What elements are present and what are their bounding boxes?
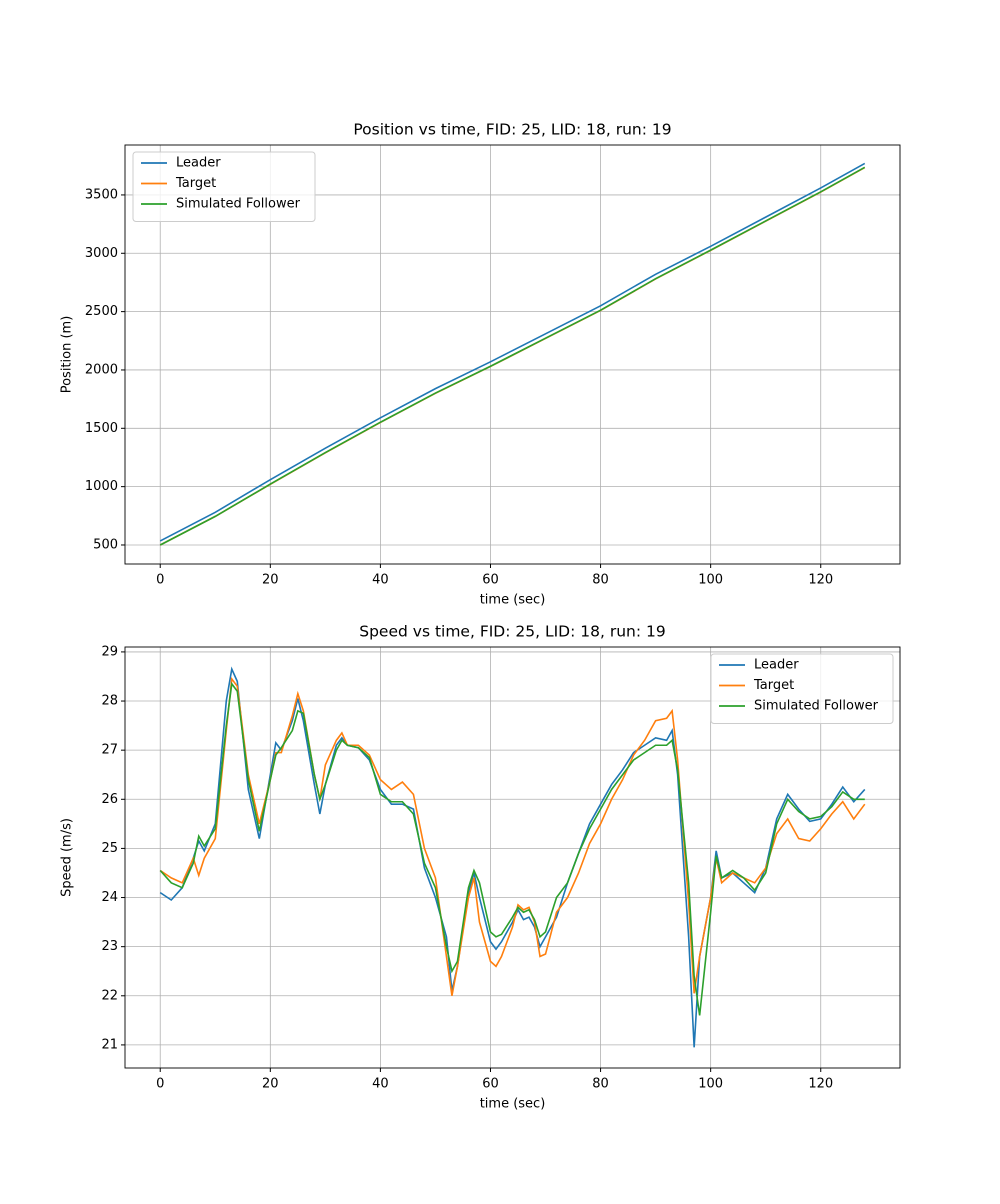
x-tick-label: 60 [482, 573, 499, 588]
y-tick-label: 3000 [85, 246, 118, 261]
chart: 0 20 40 60 80 100 120 21 22 23 24 25 26 27 28 29 Speed v… [60, 623, 901, 1112]
legend-box [132, 151, 316, 222]
line-series [159, 666, 866, 1048]
x-tick-label: 40 [372, 573, 389, 588]
plot-frame [124, 144, 901, 565]
legend-label: Leader [754, 658, 799, 673]
x-tick-label: 0 [156, 1077, 164, 1092]
y-tick-label: 24 [101, 890, 118, 905]
x-tick-label: 60 [482, 1077, 499, 1092]
y-tick-label: 25 [101, 841, 118, 856]
x-tick-label: 100 [698, 573, 723, 588]
y-tick-label: 27 [101, 743, 118, 758]
x-tick-label: 0 [156, 573, 164, 588]
x-tick-label: 40 [372, 1077, 389, 1092]
y-tick-label: 22 [101, 988, 118, 1003]
line-series [159, 166, 866, 546]
legend-label: Simulated Follower [176, 197, 301, 212]
x-tick-label: 20 [262, 573, 279, 588]
line-series [159, 676, 866, 996]
line-series [159, 681, 865, 1016]
x-tick-label: 80 [592, 1077, 609, 1092]
legend-label: Target [175, 176, 216, 191]
legend-label: Simulated Follower [754, 699, 879, 714]
legend-box [710, 653, 894, 724]
x-tick-label: 120 [808, 573, 833, 588]
legend: Leader Target Simulated Follower [132, 151, 316, 222]
chart-title: Position vs time, FID: 25, LID: 18, run:… [353, 121, 671, 139]
y-tick-label: 3500 [85, 187, 118, 202]
x-axis-label: time (sec) [480, 593, 546, 608]
y-tick-label: 500 [93, 537, 118, 552]
y-tick-label: 1500 [85, 421, 118, 436]
x-tick-label: 80 [592, 573, 609, 588]
y-tick-label: 2000 [85, 362, 118, 377]
y-tick-label: 29 [101, 644, 118, 659]
y-tick-label: 21 [101, 1037, 118, 1052]
y-axis-label: Position (m) [60, 316, 75, 394]
y-axis-label: Speed (m/s) [60, 818, 75, 897]
legend: Leader Target Simulated Follower [710, 653, 894, 724]
y-tick-label: 23 [101, 939, 118, 954]
legend-label: Leader [176, 156, 221, 171]
x-axis-label: time (sec) [480, 1097, 546, 1112]
plot-frame [124, 646, 901, 1069]
chart: 0 20 40 60 80 100 120 500 1000 1500 2000 2500 3000 35… [60, 121, 901, 608]
y-tick-label: 2500 [85, 304, 118, 319]
x-tick-label: 20 [262, 1077, 279, 1092]
y-tick-label: 1000 [85, 479, 118, 494]
legend-label: Target [753, 678, 794, 693]
x-tick-label: 100 [698, 1077, 723, 1092]
chart-title: Speed vs time, FID: 25, LID: 18, run: 19 [359, 623, 665, 641]
x-tick-label: 120 [808, 1077, 833, 1092]
y-tick-label: 26 [101, 792, 118, 807]
line-series [159, 162, 866, 542]
y-tick-label: 28 [101, 694, 118, 709]
